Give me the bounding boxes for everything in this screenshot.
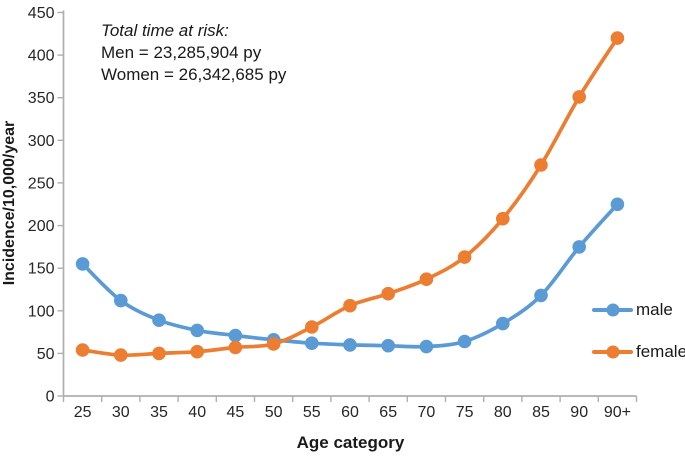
data-point-female-85 xyxy=(534,158,548,172)
annotation-title: Total time at risk: xyxy=(101,21,229,40)
data-point-male-75 xyxy=(457,334,472,349)
y-tick-label: 100 xyxy=(28,303,55,320)
data-point-female-55 xyxy=(305,320,319,334)
data-point-female-70 xyxy=(419,272,434,287)
x-tick-label: 85 xyxy=(532,404,550,421)
data-point-male-90 xyxy=(572,240,586,254)
data-point-male-30 xyxy=(114,293,128,308)
x-tick-label: 80 xyxy=(494,404,512,421)
data-point-male-65 xyxy=(381,338,396,353)
x-tick-label: 90 xyxy=(570,404,588,421)
legend-item-male: male xyxy=(592,297,685,323)
x-tick-label: 45 xyxy=(227,404,245,421)
x-tick-label: 55 xyxy=(303,404,321,421)
x-tick-label: 30 xyxy=(112,404,130,421)
data-point-female-75 xyxy=(457,250,472,264)
legend-label-female: female xyxy=(636,342,685,361)
x-tick-label: 70 xyxy=(418,404,436,421)
annotation-total-time-at-risk: Total time at risk: Men = 23,285,904 py … xyxy=(101,20,286,86)
female-series-marker-icon xyxy=(592,345,633,359)
annotation-women-py: Women = 26,342,685 py xyxy=(101,65,287,84)
data-point-female-60 xyxy=(343,298,357,313)
data-point-female-50 xyxy=(266,337,281,351)
y-axis-title: Incidence/10,000/year xyxy=(1,120,18,286)
x-tick-label: 35 xyxy=(150,404,168,421)
legend-item-female: female xyxy=(592,339,685,365)
y-tick-label: 350 xyxy=(28,90,55,107)
data-point-female-90+ xyxy=(610,31,625,45)
y-tick-label: 300 xyxy=(28,133,55,150)
x-tick-label: 65 xyxy=(379,404,397,421)
data-point-male-60 xyxy=(343,338,357,352)
x-axis-title: Age category xyxy=(296,433,405,452)
y-tick-label: 0 xyxy=(46,389,55,406)
data-point-male-35 xyxy=(152,313,166,328)
data-point-female-90 xyxy=(572,90,586,104)
data-point-male-85 xyxy=(534,288,548,303)
male-dot-icon xyxy=(606,303,619,317)
data-point-male-70 xyxy=(419,339,434,354)
legend: male female xyxy=(592,297,685,381)
legend-label-male: male xyxy=(636,300,673,319)
male-series-marker-icon xyxy=(592,303,633,317)
data-point-female-40 xyxy=(190,344,204,359)
x-tick-label: 90+ xyxy=(604,404,631,421)
y-tick-label: 450 xyxy=(28,5,55,22)
data-point-female-25 xyxy=(75,343,90,357)
y-tick-label: 250 xyxy=(28,175,55,192)
data-point-male-55 xyxy=(305,336,319,351)
x-tick-label: 60 xyxy=(341,404,359,421)
data-point-male-80 xyxy=(496,316,510,331)
x-tick-label: 75 xyxy=(456,404,474,421)
y-tick-label: 50 xyxy=(37,346,55,363)
x-tick-label: 40 xyxy=(188,404,206,421)
data-point-male-90+ xyxy=(610,197,625,212)
data-point-female-80 xyxy=(496,211,510,226)
x-tick-label: 50 xyxy=(265,404,283,421)
data-point-male-45 xyxy=(228,328,243,343)
y-tick-label: 150 xyxy=(28,261,55,278)
data-point-male-40 xyxy=(190,323,204,338)
data-point-female-65 xyxy=(381,286,396,301)
y-tick-label: 400 xyxy=(28,48,55,65)
data-point-female-45 xyxy=(228,340,243,355)
y-tick-label: 200 xyxy=(28,218,55,235)
data-point-female-30 xyxy=(114,348,128,362)
annotation-men-py: Men = 23,285,904 py xyxy=(101,43,262,62)
data-point-male-25 xyxy=(75,257,90,271)
female-dot-icon xyxy=(606,345,619,359)
data-point-female-35 xyxy=(152,346,166,361)
x-tick-label: 25 xyxy=(74,404,92,421)
